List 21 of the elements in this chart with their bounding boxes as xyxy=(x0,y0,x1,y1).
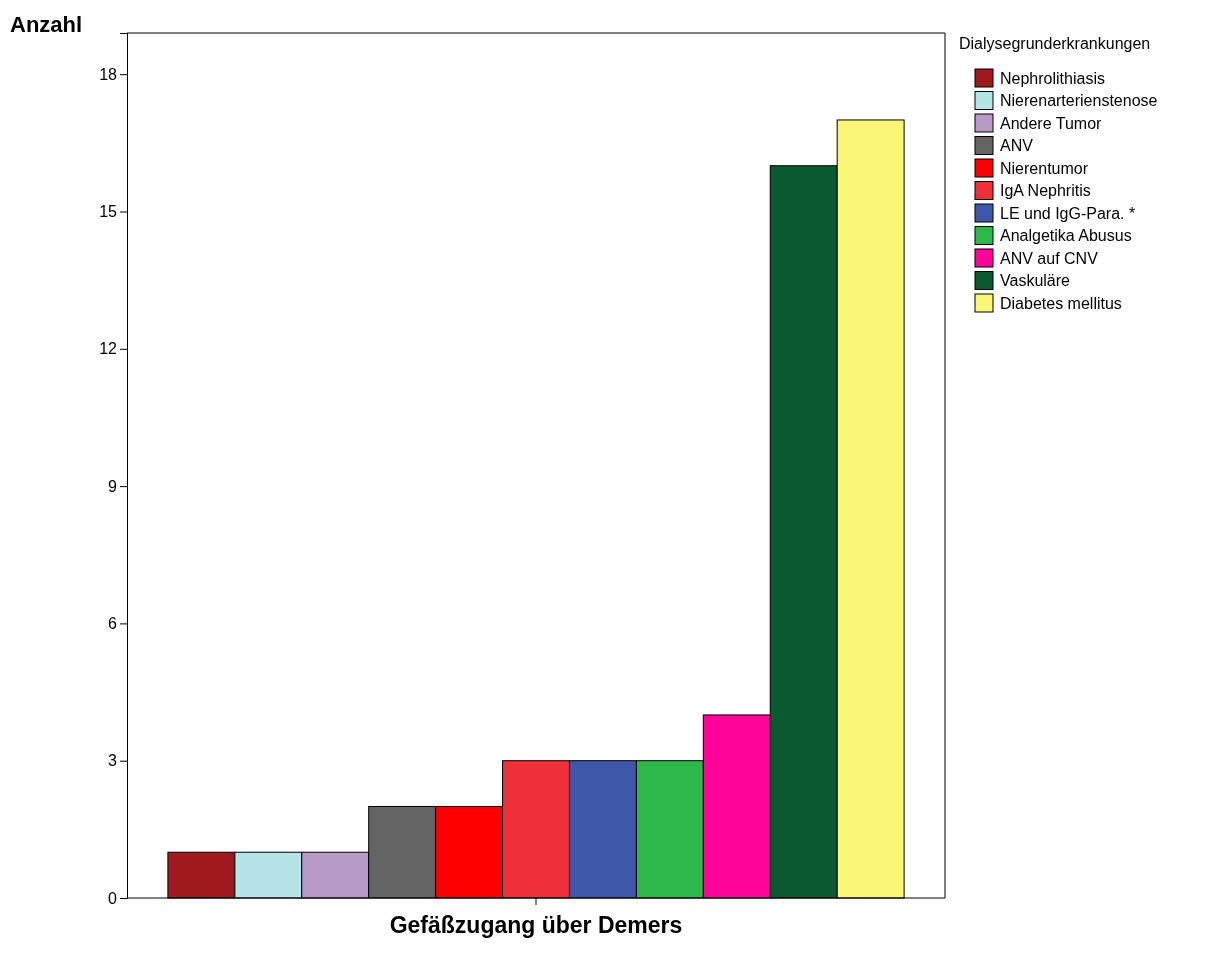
y-tick-label: 12 xyxy=(99,340,118,358)
legend-label: Nierentumor xyxy=(1000,159,1089,177)
legend-label: Vaskuläre xyxy=(1000,272,1071,290)
y-tick-label: 9 xyxy=(108,477,118,495)
y-tick-label: 3 xyxy=(108,752,118,770)
legend-label: ANV xyxy=(1000,137,1034,155)
y-tick-label: 18 xyxy=(99,65,118,83)
y-tick-label: 6 xyxy=(108,615,118,633)
y-tick-label: 15 xyxy=(99,203,118,221)
y-tick-label: 0 xyxy=(108,889,118,907)
legend-label: Analgetika Abusus xyxy=(1000,227,1132,245)
legend-label: Andere Tumor xyxy=(1000,114,1103,132)
x-tick-label: Gefäßzugang über Demers xyxy=(389,912,683,939)
y-axis-title: Anzahl xyxy=(10,12,83,37)
legend-label: Nephrolithiasis xyxy=(1000,69,1105,87)
legend-label: IgA Nephritis xyxy=(1000,182,1091,200)
legend-label: ANV auf CNV xyxy=(1000,249,1099,267)
legend-label: Diabetes mellitus xyxy=(1000,294,1122,312)
legend-title: Dialysegrunderkrankungen xyxy=(959,35,1151,52)
legend-label: Nierenarterienstenose xyxy=(1000,92,1158,110)
legend-label: LE und IgG-Para. * xyxy=(1000,204,1136,222)
